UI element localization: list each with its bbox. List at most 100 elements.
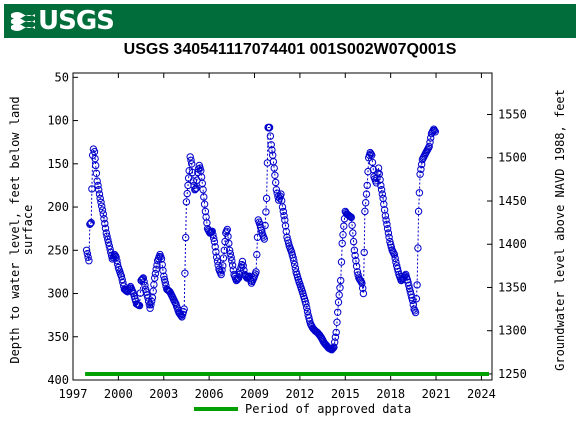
y-tick-label-right: 1300: [498, 324, 527, 338]
data-point: [151, 269, 160, 278]
y-tick-label-right: 1400: [498, 237, 527, 251]
data-point: [98, 202, 106, 210]
y-tick-label-right: 1250: [498, 367, 527, 381]
data-point: [359, 289, 368, 298]
data-point: [218, 266, 226, 274]
data-point: [189, 177, 198, 185]
data-point: [213, 257, 222, 265]
data-point: [349, 237, 358, 246]
data-point: [412, 295, 421, 303]
data-point: [100, 215, 108, 223]
data-point: [359, 284, 367, 292]
data-point: [414, 207, 423, 216]
data-point: [351, 251, 359, 260]
y-tick-label-left: 350: [47, 330, 69, 344]
data-point: [281, 222, 290, 230]
data-point: [225, 239, 233, 248]
data-point: [352, 257, 360, 265]
data-point: [378, 190, 386, 198]
data-point: [219, 262, 227, 270]
data-point: [363, 181, 371, 190]
data-point: [368, 158, 377, 167]
data-point: [86, 219, 95, 228]
data-point: [289, 254, 297, 262]
data-point: [138, 276, 146, 284]
x-tick-label: 2018: [376, 387, 405, 401]
data-point: [383, 225, 392, 233]
data-point: [391, 254, 399, 263]
data-point: [272, 178, 280, 187]
x-tick-label: 2015: [331, 387, 360, 401]
data-point: [267, 141, 275, 149]
data-point: [224, 232, 232, 241]
data-point: [262, 208, 270, 216]
data-point: [210, 234, 218, 242]
data-point: [347, 213, 355, 222]
data-point: [227, 253, 235, 261]
data-point: [200, 193, 208, 201]
data-point: [91, 154, 99, 163]
x-tick-label: 2009: [240, 387, 269, 401]
y-tick-label-left: 250: [47, 243, 69, 257]
data-point: [92, 169, 101, 178]
data-point: [152, 265, 160, 273]
data-point: [151, 274, 159, 282]
data-point: [377, 186, 386, 194]
data-point: [232, 276, 241, 285]
data-point: [159, 266, 167, 275]
data-point: [226, 250, 235, 258]
data-point: [270, 164, 278, 172]
data-point: [334, 298, 343, 306]
data-point: [337, 276, 345, 285]
data-point: [113, 257, 121, 265]
data-point: [191, 186, 199, 194]
data-point: [194, 165, 203, 173]
data-point: [209, 231, 217, 239]
usgs-logo[interactable]: USGS: [10, 6, 115, 36]
data-point: [303, 307, 312, 316]
y-tick-label-right: 1500: [498, 151, 527, 165]
y-axis-left-label-line2: surface: [21, 205, 35, 256]
data-point: [290, 257, 298, 265]
data-point: [411, 308, 420, 317]
y-tick-label-left: 100: [47, 114, 69, 128]
data-point: [272, 186, 281, 194]
data-point: [234, 275, 242, 283]
data-point: [82, 246, 91, 255]
data-point: [284, 239, 293, 247]
data-point: [338, 239, 346, 248]
data-point: [290, 260, 299, 269]
data-point: [252, 268, 260, 276]
data-point: [229, 266, 238, 274]
data-point: [191, 185, 200, 193]
data-point: [331, 338, 339, 346]
data-point: [257, 226, 265, 234]
data-point: [157, 255, 166, 263]
data-point: [187, 156, 195, 165]
y-tick-label-left: 300: [47, 287, 69, 301]
x-tick-label: 2006: [195, 387, 224, 401]
x-tick-label: 2021: [422, 387, 451, 401]
y-tick-label-left: 150: [47, 157, 69, 171]
data-point: [360, 248, 368, 257]
data-point: [394, 267, 402, 276]
data-point: [430, 126, 439, 135]
data-point: [431, 128, 439, 136]
data-point: [346, 213, 355, 221]
data-point: [262, 194, 271, 203]
data-point: [380, 206, 389, 214]
data-point: [339, 231, 347, 239]
data-point: [225, 246, 234, 255]
data-point: [335, 291, 343, 299]
y-axis-left-label: Depth to water level, feet below land: [8, 96, 22, 363]
y-tick-label-left: 200: [47, 200, 69, 214]
data-point: [238, 257, 247, 266]
data-point: [361, 207, 369, 216]
data-point: [94, 181, 102, 190]
data-point: [281, 216, 289, 224]
y-tick-label-right: 1550: [498, 108, 527, 122]
data-point: [135, 301, 144, 310]
data-point: [253, 250, 261, 259]
data-point: [201, 207, 210, 216]
